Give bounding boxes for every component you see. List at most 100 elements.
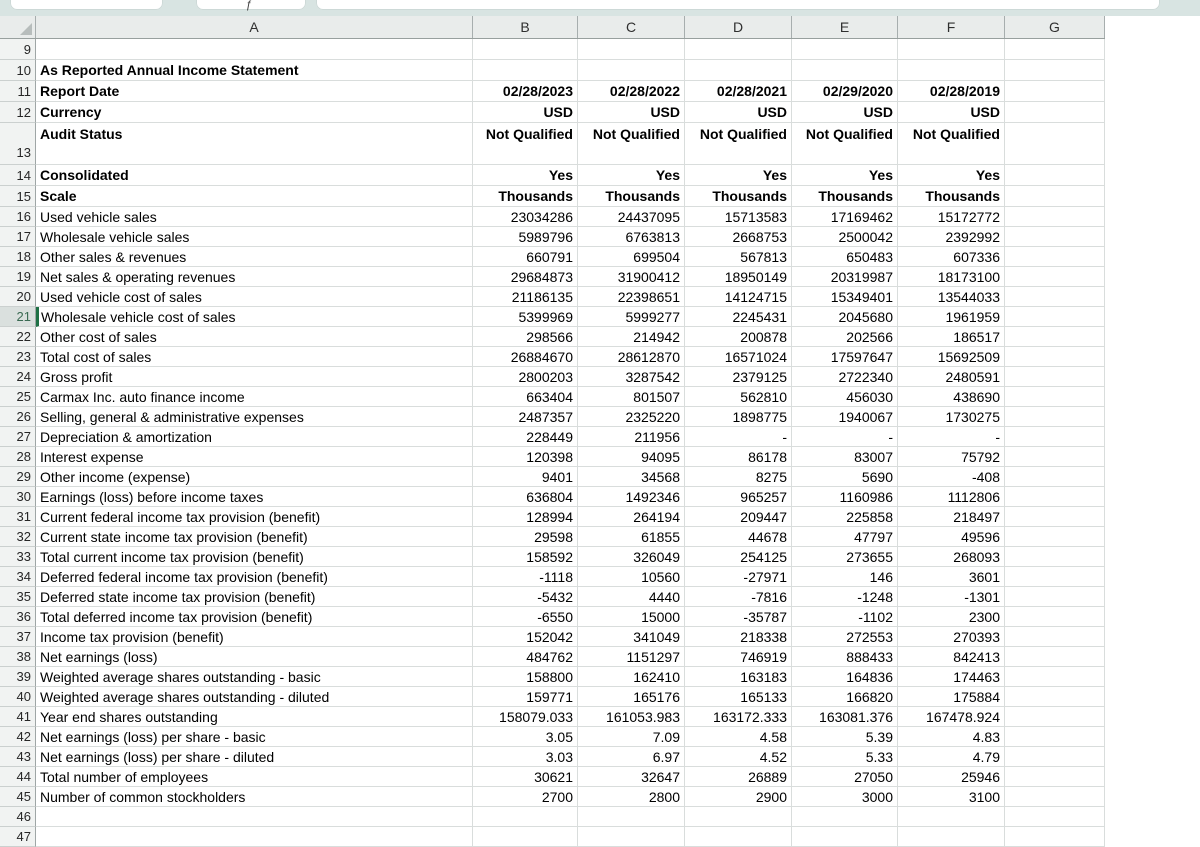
cell-f31[interactable]: 218497 [898, 507, 1005, 527]
cell-a32[interactable]: Current state income tax provision (bene… [36, 527, 473, 547]
row-header-25[interactable]: 25 [0, 387, 36, 407]
cell-b25[interactable]: 663404 [473, 387, 578, 407]
row-header-41[interactable]: 41 [0, 707, 36, 727]
cell-g35[interactable] [1005, 587, 1105, 607]
cell-a27[interactable]: Depreciation & amortization [36, 427, 473, 447]
cell-e45[interactable]: 3000 [792, 787, 898, 807]
cell-c20[interactable]: 22398651 [578, 287, 685, 307]
name-box[interactable] [10, 0, 163, 10]
cell-d9[interactable] [685, 39, 792, 60]
cell-b47[interactable] [473, 827, 578, 847]
cell-f28[interactable]: 75792 [898, 447, 1005, 467]
cell-b41[interactable]: 158079.033 [473, 707, 578, 727]
cell-f33[interactable]: 268093 [898, 547, 1005, 567]
cell-c42[interactable]: 7.09 [578, 727, 685, 747]
cell-d37[interactable]: 218338 [685, 627, 792, 647]
cell-g21[interactable] [1005, 307, 1105, 327]
column-header-d[interactable]: D [685, 16, 792, 38]
row-header-36[interactable]: 36 [0, 607, 36, 627]
cell-e31[interactable]: 225858 [792, 507, 898, 527]
cell-b32[interactable]: 29598 [473, 527, 578, 547]
cell-f29[interactable]: -408 [898, 467, 1005, 487]
cell-g11[interactable] [1005, 81, 1105, 102]
cell-a37[interactable]: Income tax provision (benefit) [36, 627, 473, 647]
cell-e24[interactable]: 2722340 [792, 367, 898, 387]
cell-b37[interactable]: 152042 [473, 627, 578, 647]
cell-f21[interactable]: 1961959 [898, 307, 1005, 327]
row-header-32[interactable]: 32 [0, 527, 36, 547]
cell-c27[interactable]: 211956 [578, 427, 685, 447]
cell-b36[interactable]: -6550 [473, 607, 578, 627]
cell-a45[interactable]: Number of common stockholders [36, 787, 473, 807]
row-header-21[interactable]: 21 [0, 307, 36, 327]
cell-c19[interactable]: 31900412 [578, 267, 685, 287]
cell-e33[interactable]: 273655 [792, 547, 898, 567]
cell-g34[interactable] [1005, 567, 1105, 587]
cell-g29[interactable] [1005, 467, 1105, 487]
cell-d18[interactable]: 567813 [685, 247, 792, 267]
cell-g26[interactable] [1005, 407, 1105, 427]
cell-f26[interactable]: 1730275 [898, 407, 1005, 427]
cell-g46[interactable] [1005, 807, 1105, 827]
cell-a33[interactable]: Total current income tax provision (bene… [36, 547, 473, 567]
cell-a47[interactable] [36, 827, 473, 847]
cell-a16[interactable]: Used vehicle sales [36, 207, 473, 227]
cell-g38[interactable] [1005, 647, 1105, 667]
cell-d13[interactable]: Not Qualified [685, 123, 792, 165]
cell-b11[interactable]: 02/28/2023 [473, 81, 578, 102]
column-header-e[interactable]: E [792, 16, 898, 38]
cell-c28[interactable]: 94095 [578, 447, 685, 467]
cell-f24[interactable]: 2480591 [898, 367, 1005, 387]
row-header-14[interactable]: 14 [0, 165, 36, 186]
cell-g30[interactable] [1005, 487, 1105, 507]
cell-a13[interactable]: Audit Status [36, 123, 473, 165]
cell-c32[interactable]: 61855 [578, 527, 685, 547]
cell-c35[interactable]: 4440 [578, 587, 685, 607]
cell-b34[interactable]: -1118 [473, 567, 578, 587]
cell-c41[interactable]: 161053.983 [578, 707, 685, 727]
row-header-15[interactable]: 15 [0, 186, 36, 207]
column-header-f[interactable]: F [898, 16, 1005, 38]
cell-a15[interactable]: Scale [36, 186, 473, 207]
cell-c30[interactable]: 1492346 [578, 487, 685, 507]
cell-e47[interactable] [792, 827, 898, 847]
cell-g36[interactable] [1005, 607, 1105, 627]
cell-g43[interactable] [1005, 747, 1105, 767]
cell-b44[interactable]: 30621 [473, 767, 578, 787]
cell-e30[interactable]: 1160986 [792, 487, 898, 507]
column-header-a[interactable]: A [36, 16, 473, 38]
cell-d12[interactable]: USD [685, 102, 792, 123]
cell-d36[interactable]: -35787 [685, 607, 792, 627]
row-header-38[interactable]: 38 [0, 647, 36, 667]
cell-a12[interactable]: Currency [36, 102, 473, 123]
cell-d45[interactable]: 2900 [685, 787, 792, 807]
row-header-35[interactable]: 35 [0, 587, 36, 607]
cell-g37[interactable] [1005, 627, 1105, 647]
cell-b28[interactable]: 120398 [473, 447, 578, 467]
cell-c14[interactable]: Yes [578, 165, 685, 186]
cell-a24[interactable]: Gross profit [36, 367, 473, 387]
cell-c13[interactable]: Not Qualified [578, 123, 685, 165]
cell-e14[interactable]: Yes [792, 165, 898, 186]
cell-c12[interactable]: USD [578, 102, 685, 123]
cell-c24[interactable]: 3287542 [578, 367, 685, 387]
cell-c44[interactable]: 32647 [578, 767, 685, 787]
cell-b42[interactable]: 3.05 [473, 727, 578, 747]
cell-b23[interactable]: 26884670 [473, 347, 578, 367]
cell-c25[interactable]: 801507 [578, 387, 685, 407]
cell-d46[interactable] [685, 807, 792, 827]
cell-a35[interactable]: Deferred state income tax provision (ben… [36, 587, 473, 607]
cell-g42[interactable] [1005, 727, 1105, 747]
cell-g23[interactable] [1005, 347, 1105, 367]
insert-function-icon[interactable]: ƒ [246, 0, 253, 11]
row-header-19[interactable]: 19 [0, 267, 36, 287]
cell-a23[interactable]: Total cost of sales [36, 347, 473, 367]
cell-g25[interactable] [1005, 387, 1105, 407]
cell-b43[interactable]: 3.03 [473, 747, 578, 767]
cell-g15[interactable] [1005, 186, 1105, 207]
cell-f40[interactable]: 175884 [898, 687, 1005, 707]
cell-c26[interactable]: 2325220 [578, 407, 685, 427]
row-header-11[interactable]: 11 [0, 81, 36, 102]
cell-b15[interactable]: Thousands [473, 186, 578, 207]
cell-c47[interactable] [578, 827, 685, 847]
